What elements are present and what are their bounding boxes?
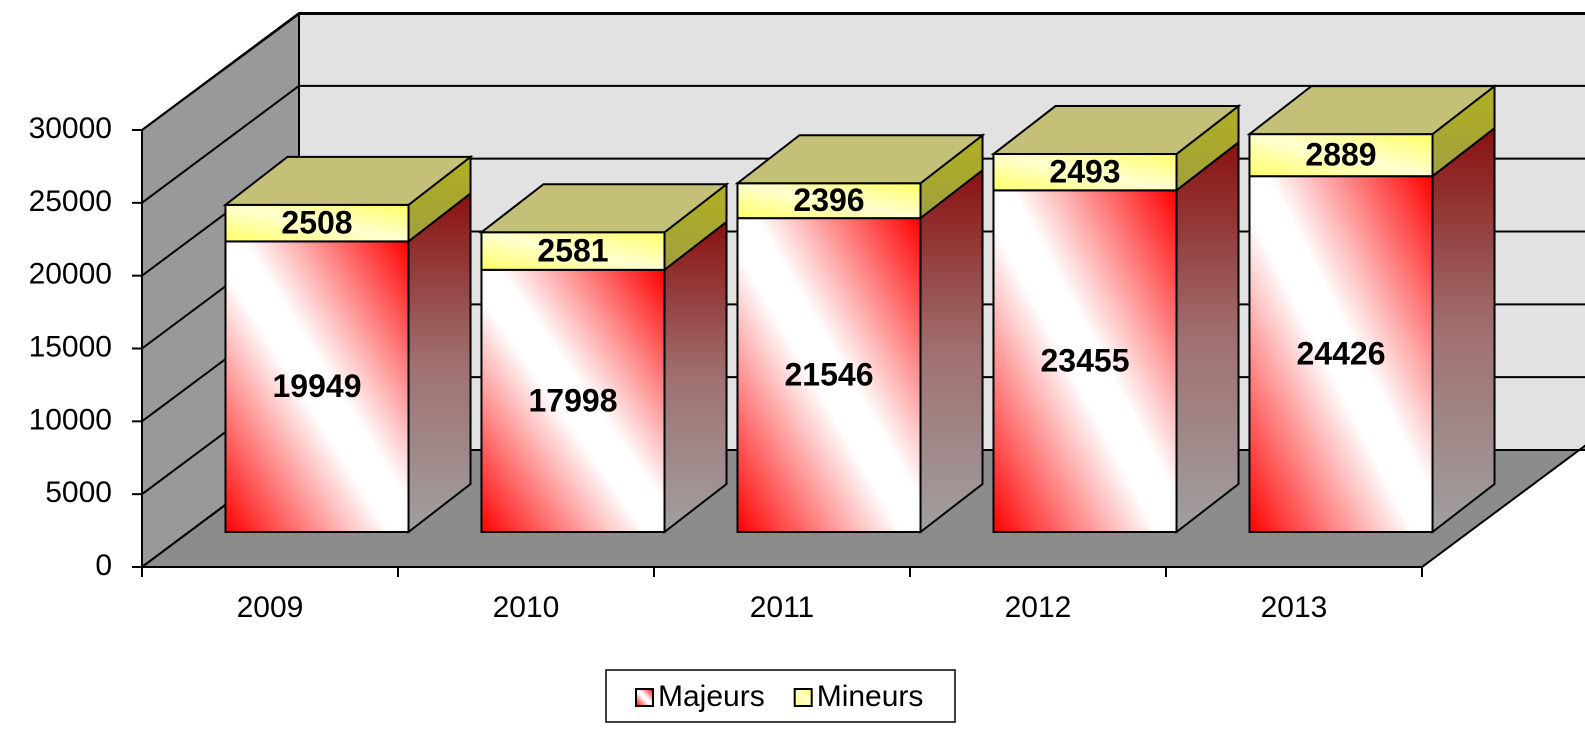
legend-swatch <box>793 688 813 707</box>
data-label: 2889 <box>1305 137 1376 173</box>
bar <box>480 231 666 271</box>
bar-top <box>734 134 986 185</box>
legend-swatch <box>635 688 654 707</box>
legend-box <box>605 669 956 723</box>
bar-top <box>1246 85 1498 136</box>
bar-side <box>1431 126 1496 535</box>
bar <box>224 240 410 533</box>
data-label: 2581 <box>537 232 608 268</box>
legend-label: Majeurs <box>658 680 765 713</box>
bar <box>736 182 922 220</box>
data-label: 19949 <box>273 368 362 404</box>
y-tick-label: 0 <box>95 549 112 582</box>
legend: Majeurs Mineurs <box>605 669 956 723</box>
bar-side <box>919 168 984 535</box>
bar-stack: 23455 2493 <box>990 103 1242 535</box>
x-tick-label: 2010 <box>493 591 560 624</box>
data-label: 23455 <box>1041 343 1130 379</box>
data-label: 2493 <box>1049 154 1120 190</box>
bar <box>1248 175 1434 533</box>
y-tick-label: 25000 <box>29 185 112 218</box>
bar-side <box>663 219 728 535</box>
grid-line <box>141 12 1585 131</box>
bar <box>224 203 410 243</box>
bar-top <box>990 105 1242 156</box>
bar <box>992 189 1178 533</box>
legend-label: Mineurs <box>817 680 924 713</box>
bar <box>480 268 666 533</box>
bar-top <box>222 155 474 206</box>
bar <box>992 153 1178 192</box>
data-label: 2396 <box>793 182 864 218</box>
bar <box>736 217 922 533</box>
y-tick-label: 10000 <box>29 403 112 436</box>
y-tick-label: 30000 <box>29 112 112 145</box>
data-label: 24426 <box>1297 336 1386 372</box>
y-tick-label: 15000 <box>29 330 112 363</box>
data-label: 2508 <box>281 205 352 241</box>
bar-stack: 21546 2396 <box>734 133 986 535</box>
x-tick-label: 2011 <box>750 591 815 624</box>
data-label: 21546 <box>785 357 874 393</box>
bar <box>1248 133 1434 178</box>
x-tick-label: 2012 <box>1005 591 1072 624</box>
bar-side <box>1175 140 1240 535</box>
bar-stack: 19949 2508 <box>222 154 474 535</box>
bar-stack: 17998 2581 <box>478 182 730 535</box>
bar-top <box>478 183 730 234</box>
x-tick-label: 2013 <box>1261 591 1328 624</box>
data-label: 17998 <box>529 382 618 418</box>
grid-line <box>141 84 1585 204</box>
y-tick-label: 20000 <box>29 258 112 291</box>
y-tick-label: 5000 <box>45 476 112 509</box>
bar-side <box>407 191 472 535</box>
bar-stack: 24426 2889 <box>1246 84 1498 535</box>
x-tick-label: 2009 <box>237 591 304 624</box>
